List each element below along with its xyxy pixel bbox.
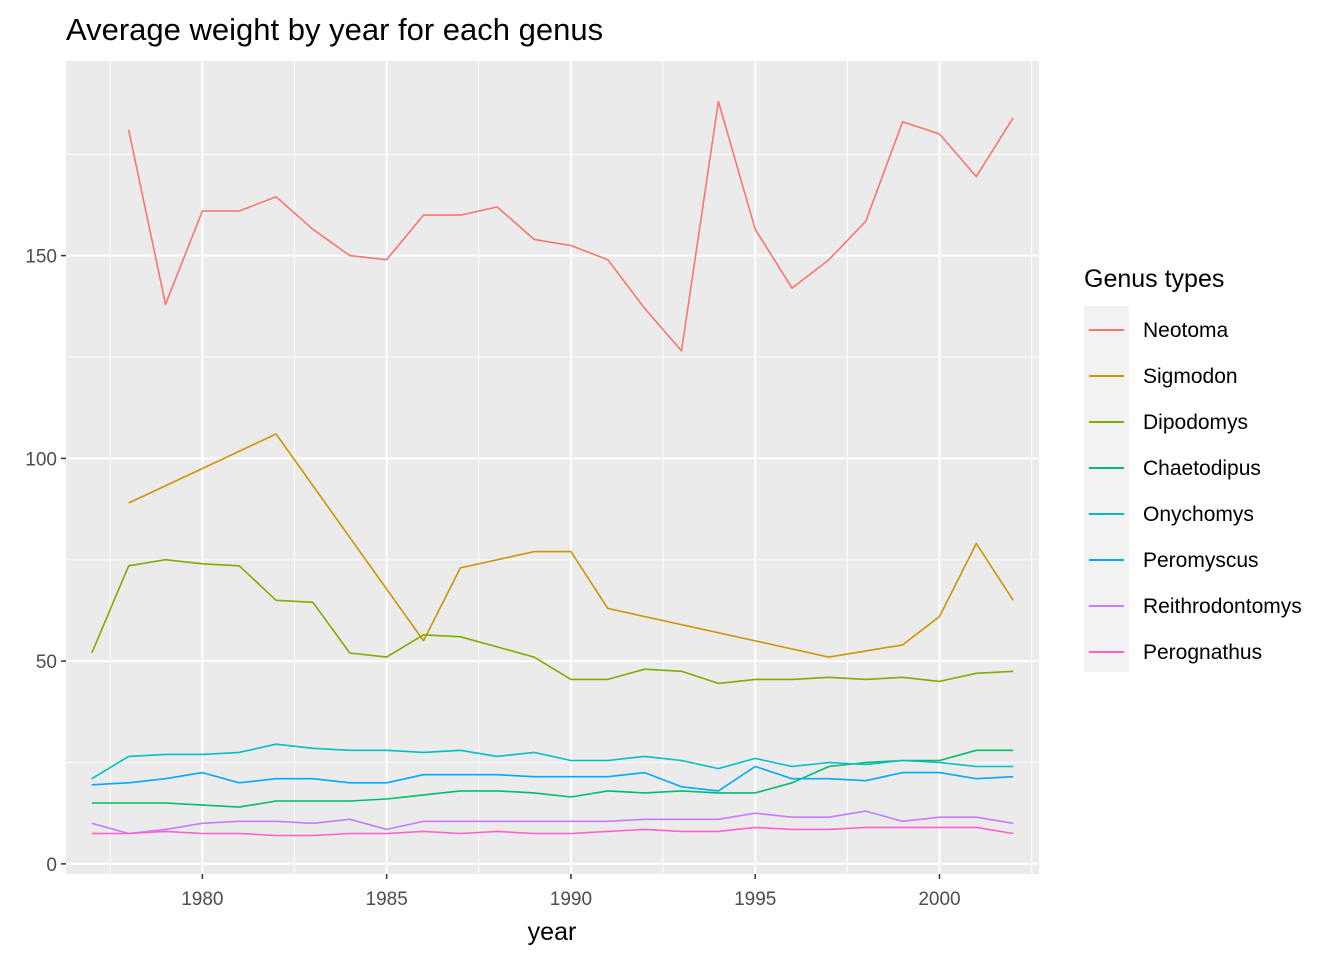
legend: Genus types Neotoma Sigmodon Dipodomys Chae… xyxy=(1084,265,1302,672)
y-tick-label: 50 xyxy=(36,652,57,673)
legend-title: Genus types xyxy=(1084,265,1224,293)
series-line-chaetodipus xyxy=(91,749,1014,808)
legend-label-chaetodipus: Chaetodipus xyxy=(1143,457,1261,480)
chart-title: Average weight by year for each genus xyxy=(66,12,603,47)
legend-label-peromyscus: Peromyscus xyxy=(1143,549,1259,572)
legend-items: Neotoma Sigmodon Dipodomys Chaetodipus Onych… xyxy=(1089,319,1302,664)
series-lines xyxy=(91,100,1014,837)
y-tick-label: 0 xyxy=(46,855,57,876)
series-line-reithrodontomys xyxy=(91,810,1014,835)
legend-label-onychomys: Onychomys xyxy=(1143,503,1254,526)
x-tick-label: 1990 xyxy=(550,889,592,910)
legend-label-neotoma: Neotoma xyxy=(1143,319,1229,342)
x-axis-title: year xyxy=(528,918,577,946)
x-tick-label: 2000 xyxy=(918,889,960,910)
y-tick-label: 100 xyxy=(25,449,57,470)
series-line-sigmodon xyxy=(128,433,1014,658)
x-tick-label: 1995 xyxy=(734,889,776,910)
legend-label-reithrodontomys: Reithrodontomys xyxy=(1143,595,1302,618)
series-line-onychomys xyxy=(91,743,1014,780)
legend-label-dipodomys: Dipodomys xyxy=(1143,411,1248,434)
legend-label-sigmodon: Sigmodon xyxy=(1143,365,1238,388)
series-line-peromyscus xyxy=(91,765,1014,792)
minor-gridlines xyxy=(66,61,1039,874)
legend-key-background xyxy=(1084,306,1129,672)
series-line-perognathus xyxy=(91,826,1014,837)
legend-label-perognathus: Perognathus xyxy=(1143,641,1262,664)
y-axis: 0 50 100 150 xyxy=(25,247,66,876)
x-axis: 1980 1985 1990 1995 2000 xyxy=(181,874,961,910)
series-line-neotoma xyxy=(127,100,1014,352)
plot-panel xyxy=(66,61,1039,874)
x-tick-label: 1985 xyxy=(366,889,408,910)
y-tick-label: 150 xyxy=(25,247,57,268)
x-tick-label: 1980 xyxy=(181,889,223,910)
major-gridlines xyxy=(66,61,1039,874)
series-line-dipodomys xyxy=(91,558,1014,685)
